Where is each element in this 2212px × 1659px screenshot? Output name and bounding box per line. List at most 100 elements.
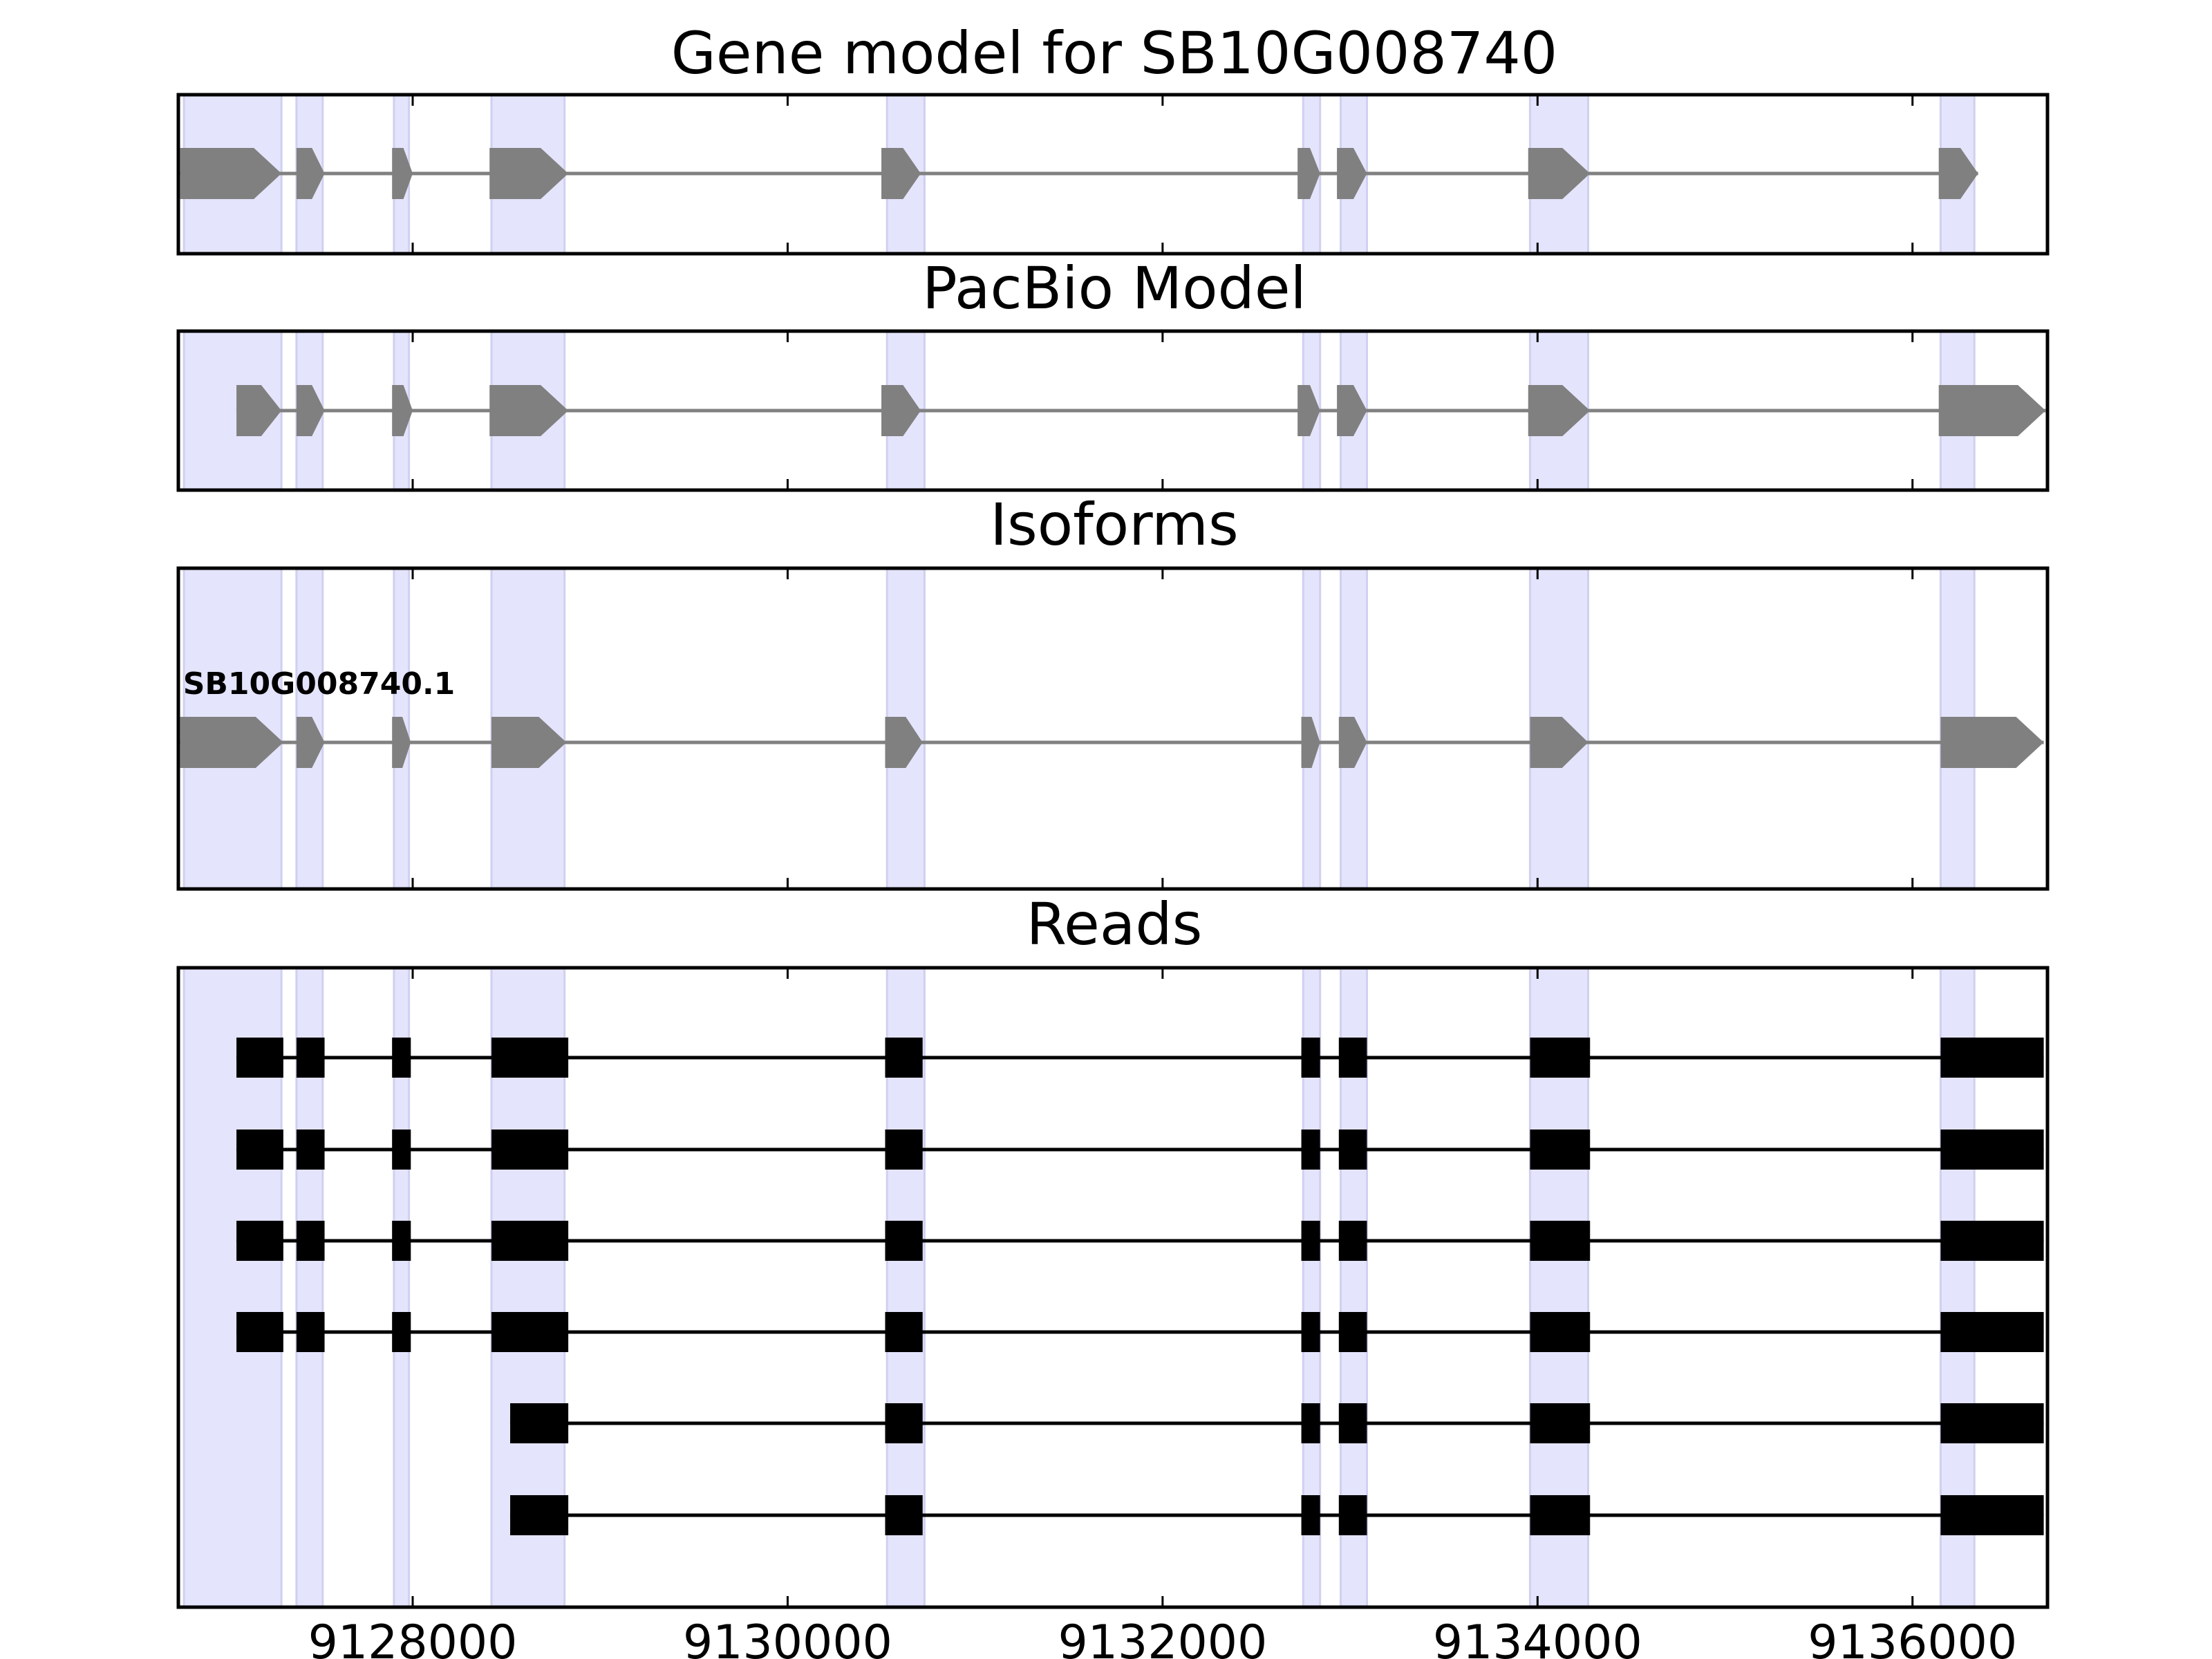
read-exon-block (1940, 1221, 2044, 1261)
panel-gene-model: Gene model for SB10G008740 (671, 19, 1557, 87)
read-exon-block (392, 1130, 411, 1170)
panel-title-gene-model: Gene model for SB10G008740 (671, 19, 1557, 87)
read-exon-block (1338, 1403, 1367, 1443)
read-exon-block (296, 1221, 325, 1261)
read-row (236, 1130, 2044, 1170)
panel-title-reads: Reads (1027, 890, 1203, 958)
axes-frame (176, 966, 2050, 1609)
exon-arrow (489, 148, 569, 199)
read-exon-block (1530, 1130, 1591, 1170)
x-tick-label: 9136000 (1808, 1615, 2017, 1659)
transcript-row (180, 148, 1978, 199)
read-exon-block (236, 1038, 283, 1078)
read-exon-block (885, 1221, 923, 1261)
panel-plot-3: 9128000 9130000 9132000 9134000 9136000 (176, 966, 2050, 1659)
axes-frame (176, 329, 2050, 492)
read-exon-block (885, 1130, 923, 1170)
read-exon-block (885, 1038, 923, 1078)
exon-arrow (1938, 385, 2046, 436)
read-exon-block (1338, 1495, 1367, 1535)
read-exon-block (1940, 1312, 2044, 1352)
read-exon-block (1940, 1130, 2044, 1170)
x-tick-label: 9130000 (683, 1615, 892, 1659)
transcript-row (236, 385, 2046, 436)
read-exon-block (1301, 1495, 1320, 1535)
isoform-label: SB10G008740.1 (183, 666, 456, 702)
read-exon-block (491, 1038, 569, 1078)
read-exon-block (510, 1495, 569, 1535)
exon-arrow (180, 148, 282, 199)
exon-arrow (1297, 148, 1320, 199)
read-exon-block (1301, 1130, 1320, 1170)
exon-arrow (885, 717, 923, 768)
read-exon-block (1940, 1495, 2044, 1535)
panel-plot-1 (176, 329, 2050, 492)
read-exon-block (296, 1130, 325, 1170)
panel-plot-0 (176, 93, 2050, 256)
read-exon-block (491, 1312, 569, 1352)
exon-arrow (1301, 717, 1320, 768)
read-exon-block (491, 1221, 569, 1261)
read-exon-block (1530, 1221, 1591, 1261)
plot-layer: SB10G008740.1 9128000 9130000 9132000 913400… (176, 93, 2050, 1659)
read-exon-block (510, 1403, 569, 1443)
read-exon-block (1530, 1495, 1591, 1535)
x-tick-label: 9128000 (308, 1615, 518, 1659)
exon-arrow (296, 148, 325, 199)
exon-arrow (1528, 148, 1591, 199)
read-exon-block (236, 1312, 283, 1352)
read-exon-block (1940, 1403, 2044, 1443)
read-exon-block (392, 1038, 411, 1078)
read-exon-block (1301, 1312, 1320, 1352)
highlight-region (182, 330, 283, 491)
read-exon-block (885, 1403, 923, 1443)
exon-arrow (392, 717, 411, 768)
exon-arrow (881, 385, 921, 436)
read-exon-block (236, 1130, 283, 1170)
exon-arrow (1528, 385, 1591, 436)
exon-arrow (1337, 385, 1367, 436)
panel-pacbio-model: PacBio Model (922, 254, 1306, 322)
x-tick-label: 9132000 (1058, 1615, 1267, 1659)
exon-arrow (489, 385, 569, 436)
exon-arrow (881, 148, 921, 199)
panel-isoforms: Isoforms (990, 491, 1239, 559)
panel-title-pacbio-model: PacBio Model (922, 254, 1306, 322)
transcript-row: SB10G008740.1 (180, 666, 2044, 768)
read-exon-block (1301, 1403, 1320, 1443)
read-exon-block (885, 1312, 923, 1352)
read-exon-block (1940, 1038, 2044, 1078)
read-exon-block (1301, 1221, 1320, 1261)
read-exon-block (1338, 1221, 1367, 1261)
read-exon-block (296, 1312, 325, 1352)
read-exon-block (392, 1312, 411, 1352)
panel-plot-2: SB10G008740.1 (176, 566, 2050, 891)
read-row (510, 1495, 2044, 1535)
exon-arrow (1940, 717, 2044, 768)
read-row (510, 1403, 2044, 1443)
exon-arrow (296, 385, 325, 436)
exon-arrow (491, 717, 567, 768)
read-row (236, 1038, 2044, 1078)
exon-arrow (1530, 717, 1588, 768)
axes-frame (176, 93, 2050, 256)
x-tick-label: 9134000 (1433, 1615, 1642, 1659)
exon-arrow (1338, 717, 1367, 768)
read-row (236, 1221, 2044, 1261)
exon-arrow (296, 717, 325, 768)
panel-reads: Reads (1027, 890, 1203, 958)
panel-title-isoforms: Isoforms (990, 491, 1239, 559)
exon-arrow (392, 148, 413, 199)
read-exon-block (1338, 1038, 1367, 1078)
exon-arrow (1337, 148, 1367, 199)
exon-arrow (236, 385, 282, 436)
exon-arrow (1297, 385, 1320, 436)
read-exon-block (1530, 1403, 1591, 1443)
exon-arrow (180, 717, 283, 768)
read-exon-block (296, 1038, 325, 1078)
read-exon-block (236, 1221, 283, 1261)
read-exon-block (392, 1221, 411, 1261)
exon-arrow (392, 385, 413, 436)
read-row (236, 1312, 2044, 1352)
